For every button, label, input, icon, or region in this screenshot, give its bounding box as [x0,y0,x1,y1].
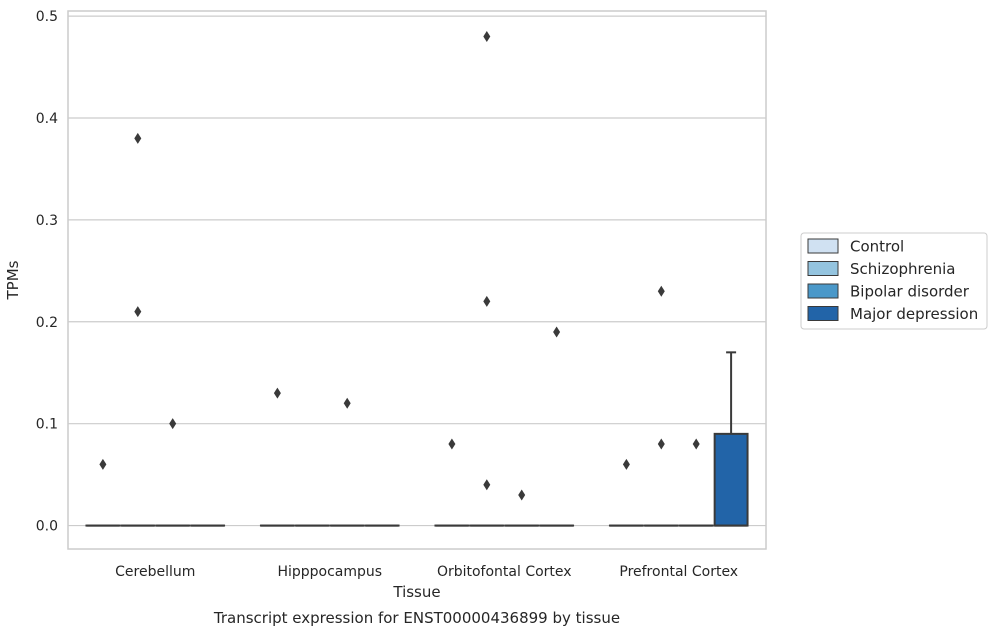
y-axis-ticks: 0.0 0.1 0.2 0.3 0.4 0.5 [36,9,58,534]
legend-label: Schizophrenia [850,260,955,278]
x-tick-label: Hipppocampus [277,564,382,580]
box-bipolar-disorder [329,397,365,527]
outlier-point [518,489,526,501]
legend-swatch [807,283,839,299]
outlier-point [622,458,630,470]
y-tick-label: 0.5 [36,9,58,25]
plot-frame [67,10,767,550]
box-bipolar-disorder [678,438,714,527]
box-bipolar-disorder [504,489,540,527]
x-tick-label: Orbitofontal Cortex [437,564,572,580]
legend-label: Bipolar disorder [850,283,970,301]
legend-swatch [807,306,839,321]
box-schizophrenia [469,30,505,527]
y-tick-label: 0.4 [36,111,58,127]
y-tick-label: 0.2 [36,315,58,331]
legend-label: Major depression [850,305,978,323]
outlier-point [343,397,351,409]
y-tick-label: 0.0 [36,519,58,535]
outlier-point [134,132,142,144]
outlier-point [657,285,665,297]
outlier-point [657,438,665,450]
legend-swatch [807,238,839,254]
box-control [608,458,644,527]
box-schizophrenia [120,132,156,527]
box-major-depression [713,351,749,527]
x-axis-title: Tissue [392,583,440,601]
boxes [85,30,749,527]
x-axis-ticks: Cerebellum Hipppocampus Orbitofontal Corte… [115,564,738,580]
outlier-point [169,418,177,430]
chart-title: Transcript expression for ENST0000043689… [213,609,620,627]
box-body [713,432,749,527]
outlier-point [483,479,491,491]
legend-swatch [807,261,839,276]
box-control [259,387,295,527]
y-tick-label: 0.3 [36,213,58,229]
box-schizophrenia [643,285,679,527]
outlier-point [553,326,561,338]
legend: Control Schizophrenia Bipolar disorder Majo… [800,232,988,330]
box-control [434,438,470,527]
y-axis-title: TPMs [4,260,22,300]
y-tick-label: 0.1 [36,417,58,433]
x-tick-label: Cerebellum [115,564,195,580]
outlier-point [448,438,456,450]
outlier-point [134,306,142,318]
box-control [85,458,121,527]
outlier-point [483,295,491,307]
outlier-point [483,30,491,42]
legend-frame [800,232,988,330]
x-tick-label: Prefrontal Cortex [619,564,738,580]
box-bipolar-disorder [155,418,191,527]
outlier-point [273,387,281,399]
outlier-point [692,438,700,450]
box-major-depression [539,326,575,527]
legend-label: Control [850,238,904,256]
outlier-point [99,458,107,470]
